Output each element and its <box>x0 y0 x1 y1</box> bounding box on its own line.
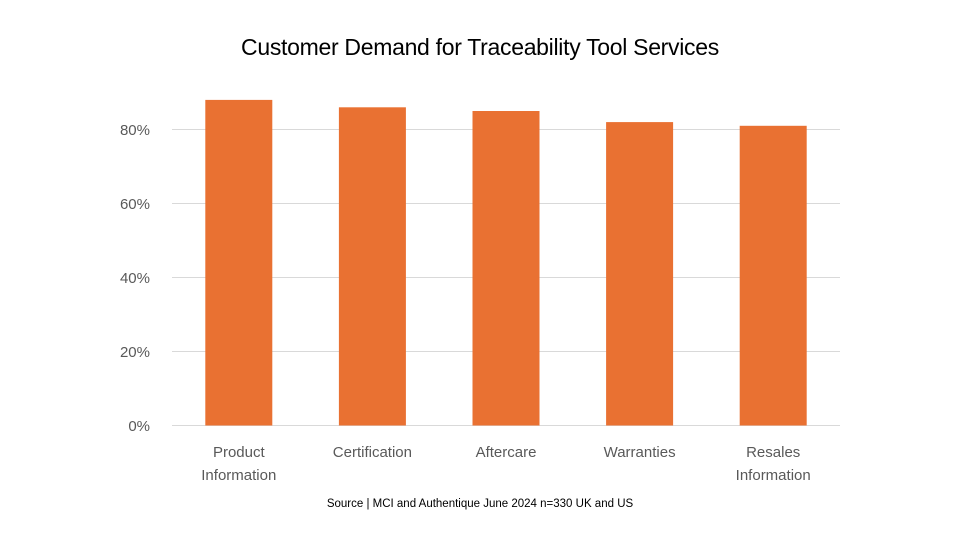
source-note: Source | MCI and Authentique June 2024 n… <box>326 498 634 510</box>
bar <box>606 122 674 426</box>
y-tick-label: 80% <box>120 122 150 139</box>
y-tick-label: 20% <box>120 344 150 361</box>
chart-title: Customer Demand for Traceability Tool Se… <box>241 34 719 60</box>
bar <box>472 111 540 426</box>
x-tick-label: Warranties <box>604 444 676 461</box>
bar <box>338 107 406 426</box>
y-axis-ticks: 0% 20% 40% 60% 80% <box>120 122 150 435</box>
x-tick-label: Certification <box>333 444 412 461</box>
x-tick-label: Product Information <box>201 444 276 484</box>
y-tick-label: 0% <box>128 418 150 435</box>
bar <box>205 99 273 426</box>
y-tick-label: 60% <box>120 196 150 213</box>
bar <box>739 125 807 426</box>
bars <box>205 99 807 426</box>
x-tick-label: Resales Information <box>736 444 811 484</box>
x-tick-label: Aftercare <box>476 444 537 461</box>
y-tick-label: 40% <box>120 270 150 287</box>
x-axis-ticks: Product Information Certification Aftercare… <box>201 444 810 484</box>
